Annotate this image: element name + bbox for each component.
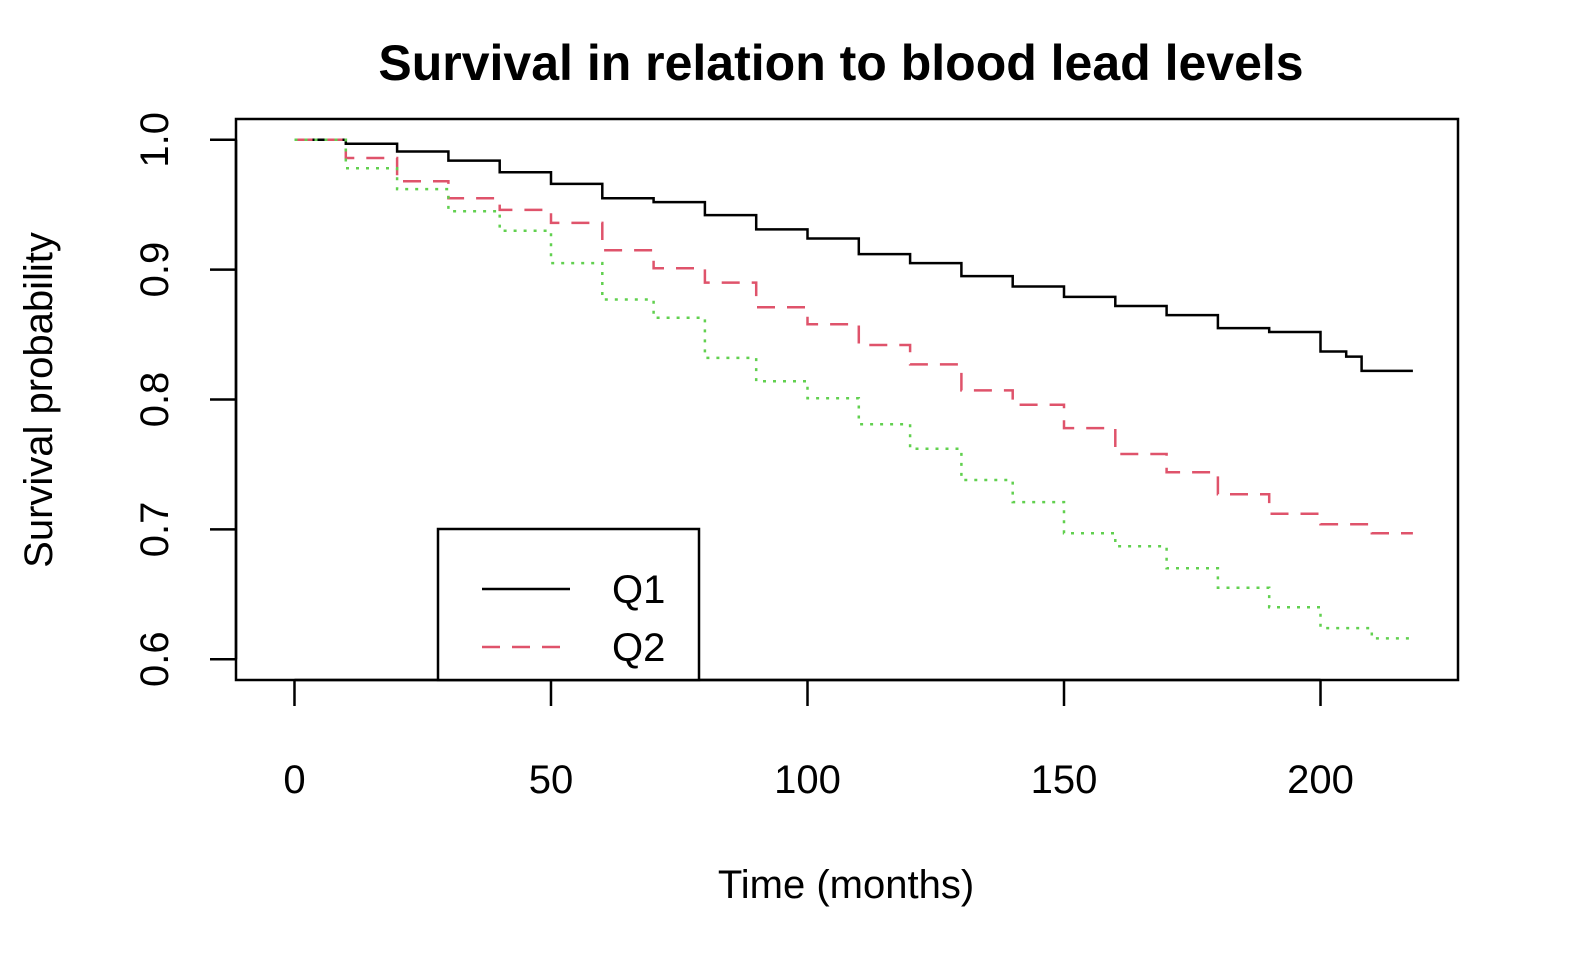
legend: Q1 Q2 (436, 527, 701, 682)
y-tick-label: 0.6 (133, 631, 177, 687)
x-axis-title: Time (months) (718, 863, 974, 907)
series-layer (294, 138, 1415, 640)
x-tick-label: 0 (283, 758, 305, 802)
plot-area-frame (234, 117, 1460, 682)
x-tick-label: 150 (1031, 758, 1098, 802)
y-tick-label: 0.8 (133, 372, 177, 428)
legend-label-q2: Q2 (612, 626, 665, 670)
x-tick-label: 50 (529, 758, 574, 802)
y-tick-label: 1.0 (133, 112, 177, 168)
y-axis-title: Survival probability (17, 232, 61, 568)
chart-title: Survival in relation to blood lead level… (378, 35, 1303, 91)
series-line-2 (294, 138, 1413, 535)
y-tick-label: 0.9 (133, 242, 177, 298)
y-tick-label: 0.7 (133, 502, 177, 558)
legend-box (436, 527, 701, 682)
y-axis: 0.6 0.7 0.8 0.9 1.0 (133, 112, 238, 687)
x-axis: 0 50 100 150 200 (283, 678, 1354, 802)
x-tick-label: 200 (1287, 758, 1354, 802)
legend-label-q1: Q1 (612, 568, 665, 612)
series-line-q1 (294, 138, 1413, 373)
x-tick-label: 100 (774, 758, 841, 802)
